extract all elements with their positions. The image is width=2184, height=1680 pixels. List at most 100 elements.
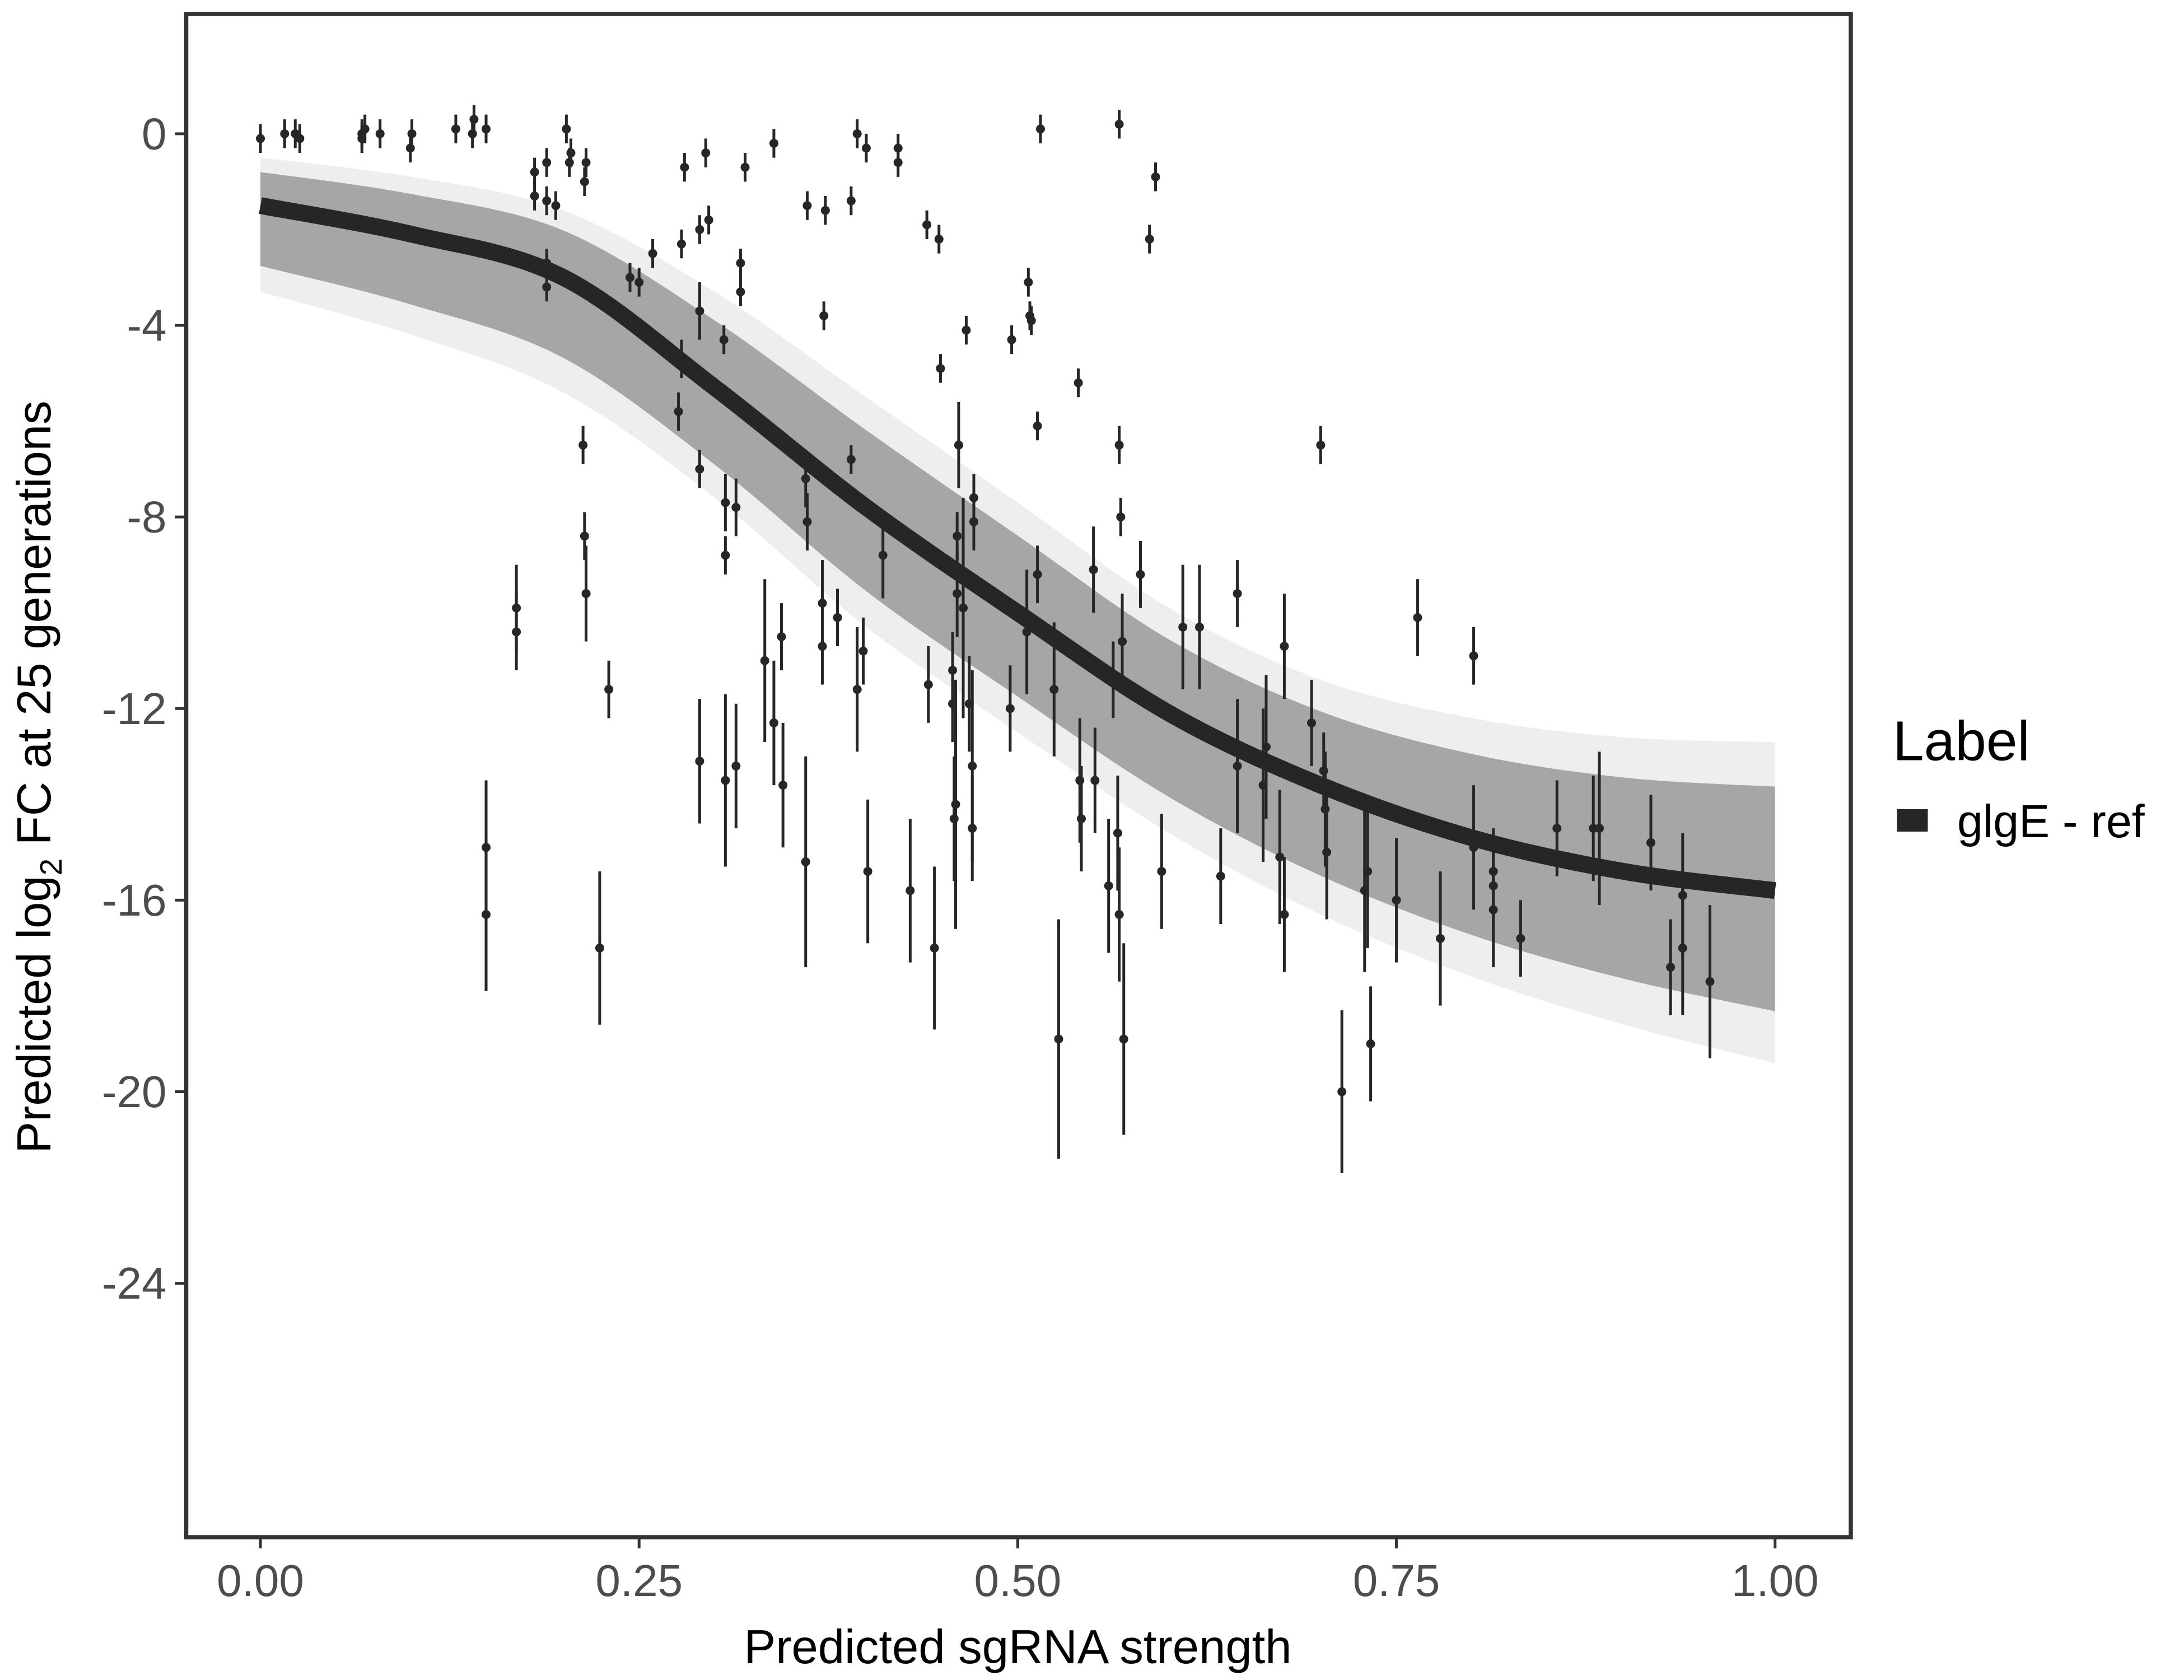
point-marker [1104,881,1113,890]
data-point [769,129,778,158]
data-point [1136,540,1145,608]
data-point [1363,795,1373,948]
point-marker [468,129,477,138]
point-marker [721,498,730,507]
point-marker [695,225,704,234]
data-point [878,512,888,599]
point-marker [1194,622,1204,632]
data-point [280,119,290,148]
point-marker [1113,828,1122,838]
point-marker [407,129,417,138]
data-point [731,478,741,536]
point-marker [1074,378,1083,388]
point-marker [949,814,959,823]
data-point [1089,526,1098,613]
data-point [969,474,978,522]
data-point [1033,545,1042,604]
point-marker [1033,570,1042,579]
data-point [1261,675,1271,819]
data-point [1005,665,1015,752]
point-marker [634,277,644,287]
data-point [1157,814,1166,929]
data-point [721,474,730,531]
data-point [564,148,574,177]
point-marker [731,503,741,512]
point-marker [1363,867,1373,876]
data-point [1118,593,1127,690]
point-marker [469,115,479,124]
point-marker [1108,675,1118,684]
data-point [736,277,745,306]
data-point [1678,833,1687,958]
legend-label-glge-ref: glgE - ref [1957,796,2145,847]
data-point [852,119,862,148]
y-axis-title-part: Predicted log [8,875,61,1153]
point-marker [1136,570,1145,579]
point-marker [1118,637,1127,646]
data-point [1022,570,1032,694]
point-marker [802,201,812,211]
panel-border [184,12,1853,1539]
point-marker [542,258,552,268]
data-point [936,354,945,383]
point-marker [701,148,711,158]
data-point [778,722,788,848]
data-point [1280,857,1289,972]
point-marker [721,550,730,560]
point-marker [959,603,968,613]
point-marker [1595,824,1604,833]
point-marker [852,129,862,138]
point-marker [820,206,830,215]
point-marker [482,910,491,920]
data-point [1076,766,1086,872]
data-point [1337,1010,1347,1173]
point-marker [818,599,827,608]
point-marker [777,632,786,641]
point-marker [1024,277,1033,287]
point-marker [760,656,769,665]
data-point [1090,727,1100,833]
data-point [578,426,588,465]
point-marker [968,761,977,771]
point-marker [676,354,686,363]
data-point [530,181,539,211]
point-marker [542,158,552,167]
point-marker [704,215,713,225]
data-point [542,148,552,177]
y-tick-label: -8 [127,492,166,542]
point-marker [769,138,778,148]
point-marker [581,589,591,598]
point-marker [878,550,888,560]
point-marker [769,718,778,727]
data-point [802,191,812,220]
point-marker [1049,685,1059,694]
data-point [968,776,977,881]
data-point [1114,426,1124,465]
point-marker [375,129,385,138]
point-marker [530,192,539,201]
point-marker [1488,905,1498,914]
data-point [1366,986,1375,1102]
data-point [580,512,589,561]
point-marker [1157,867,1166,876]
point-marker [1307,718,1317,727]
point-marker [1320,804,1330,814]
point-marker [969,493,978,502]
point-marker [736,287,745,297]
plot-area [256,105,1776,1173]
legend-title: Label [1893,710,2030,773]
data-point [1178,564,1188,690]
point-marker [1119,1034,1128,1044]
data-point [704,206,713,235]
data-point [736,249,745,278]
point-marker [801,474,810,483]
data-point [1113,776,1122,891]
point-marker [551,201,561,211]
y-tick-label: -20 [102,1067,167,1117]
data-point [1436,871,1445,1006]
data-point [1595,752,1604,905]
point-marker [256,134,265,143]
data-point [1666,919,1676,1015]
data-point [1322,785,1332,920]
